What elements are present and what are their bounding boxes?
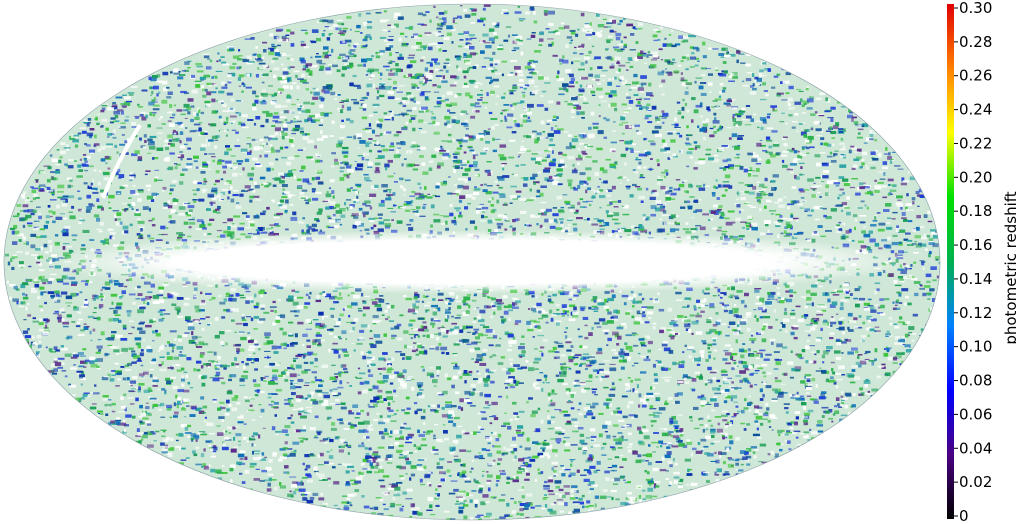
galaxy-points [5,4,940,520]
galactic-plane-core [170,240,770,284]
survey-stripe [101,123,142,199]
sky-map-outline [3,3,941,521]
